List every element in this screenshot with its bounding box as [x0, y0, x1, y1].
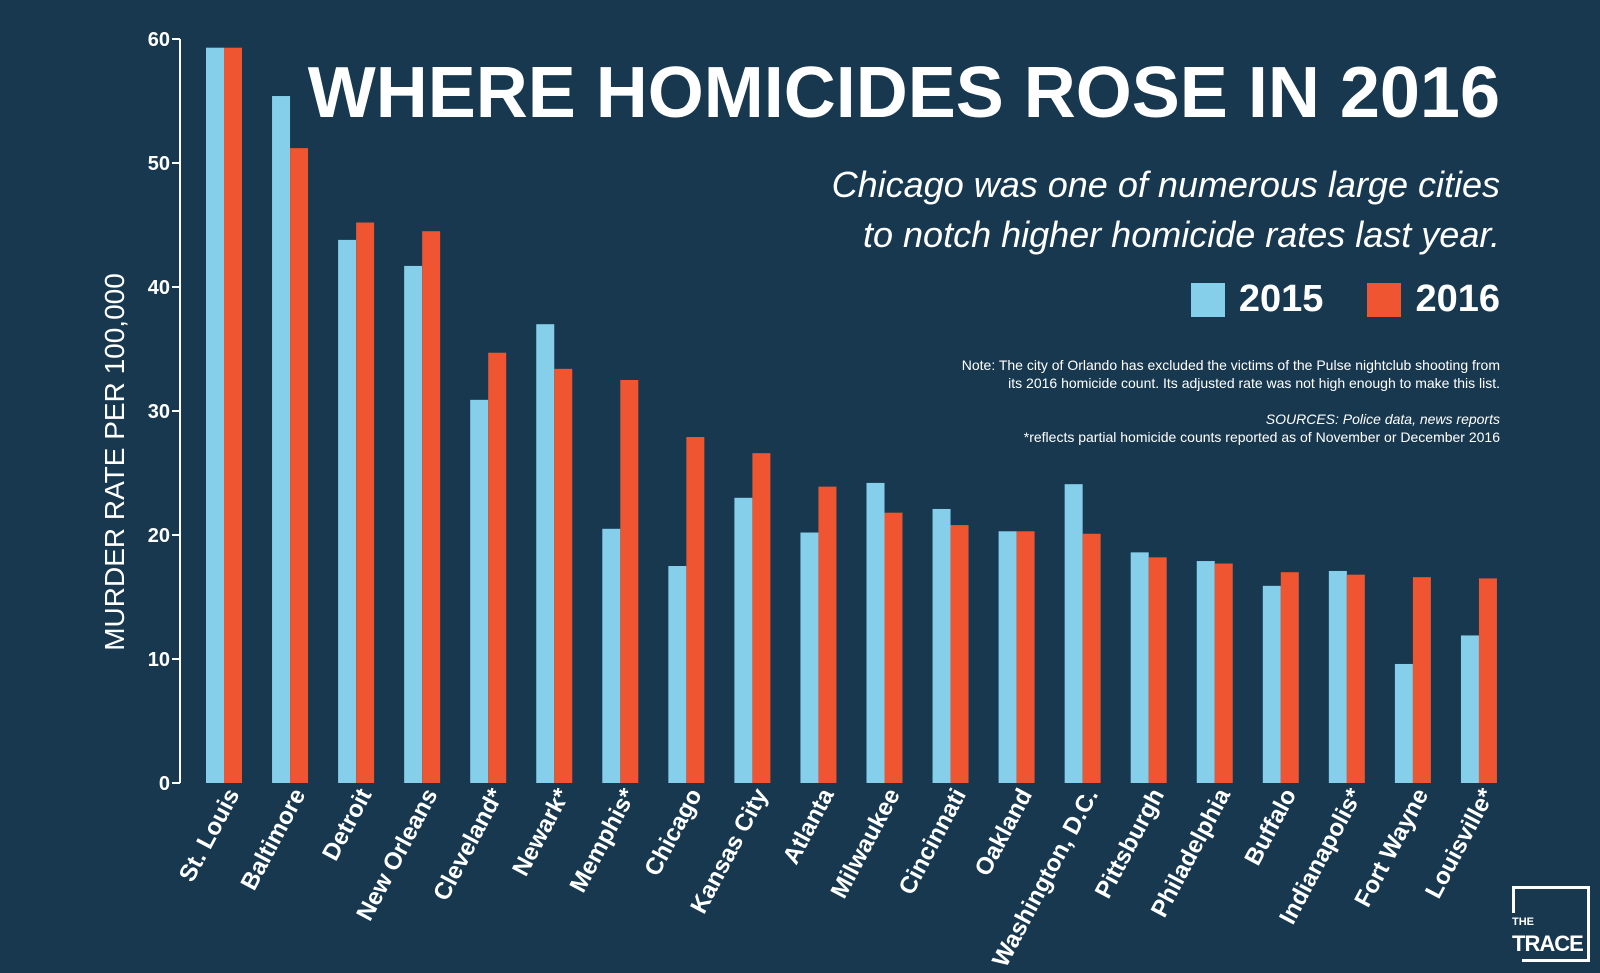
note-line: Note: The city of Orlando has excluded t…: [961, 357, 1500, 373]
bar-2016: [422, 231, 441, 783]
logo-text-trace: TRACE: [1512, 931, 1585, 957]
bar-2016: [686, 437, 705, 783]
bar-2015: [800, 532, 819, 783]
bar-2015: [404, 265, 423, 783]
chart-subtitle: Chicago was one of numerous large cities…: [832, 160, 1500, 260]
sources-block: SOURCES: Police data, news reports *refl…: [1024, 410, 1500, 446]
bar-2016: [884, 512, 903, 783]
bar-2016: [224, 47, 242, 784]
y-tick-label: 60: [148, 29, 170, 51]
bar-2015: [1196, 561, 1215, 783]
bar-2016: [1016, 531, 1035, 783]
legend-swatch-2015: [1190, 282, 1225, 317]
footnote-text: *reflects partial homicide counts report…: [1023, 429, 1500, 445]
sources-text: SOURCES: Police data, news reports: [1265, 411, 1500, 427]
bar-2015: [1394, 663, 1413, 783]
bar-2015: [470, 399, 489, 783]
bar-2015: [866, 482, 885, 783]
bar-2015: [272, 96, 291, 784]
bar-2016: [356, 222, 375, 783]
bar-2016: [1478, 578, 1497, 783]
bar-2016: [1346, 574, 1365, 783]
legend-item-2015: 2015: [1190, 278, 1324, 321]
logo-text-the: THE: [1512, 915, 1536, 928]
x-tick-label: St. Louis: [174, 784, 245, 886]
bar-2015: [602, 528, 621, 783]
chart-title: WHERE HOMICIDES ROSE IN 2016: [307, 53, 1500, 133]
y-tick-label: 30: [148, 401, 170, 423]
bar-2016: [1214, 563, 1233, 783]
legend-item-2016: 2016: [1367, 278, 1500, 321]
x-tick-label: Oakland: [970, 784, 1038, 880]
x-tick-label: Memphis*: [565, 784, 642, 897]
y-tick-label: 10: [148, 649, 170, 671]
legend-swatch-2016: [1367, 282, 1402, 317]
x-tick-label: Newark*: [507, 784, 576, 881]
note: Note: The city of Orlando has excluded t…: [962, 356, 1500, 392]
bar-2015: [1460, 635, 1479, 783]
y-axis-label: MURDER RATE PER 100,000: [99, 273, 130, 651]
bar-2015: [932, 508, 951, 783]
y-tick-label: 50: [148, 153, 170, 175]
subtitle-line: Chicago was one of numerous large cities: [831, 164, 1500, 205]
y-tick-label: 0: [159, 773, 170, 795]
bar-2016: [818, 486, 837, 783]
the-trace-logo: THE TRACE: [1512, 886, 1590, 969]
bar-2015: [1262, 585, 1281, 783]
subtitle-line: to notch higher homicide rates last year…: [863, 214, 1500, 255]
x-tick-label: Chicago: [639, 784, 707, 880]
y-tick-label: 40: [148, 277, 170, 299]
x-tick-label: Detroit: [317, 784, 377, 865]
bar-2016: [1280, 572, 1299, 783]
bar-2016: [488, 352, 507, 783]
bar-2015: [1064, 484, 1083, 783]
bar-2016: [620, 380, 639, 783]
bar-2016: [290, 148, 309, 783]
bar-2015: [1328, 570, 1347, 783]
x-tick-label: Buffalo: [1239, 784, 1302, 870]
bar-2015: [536, 324, 555, 783]
legend: 2015 2016: [1165, 278, 1500, 321]
bar-2015: [734, 497, 753, 783]
bar-2016: [1148, 557, 1167, 783]
bar-2016: [1082, 533, 1101, 783]
bar-2016: [554, 368, 573, 783]
bar-2015: [338, 239, 357, 783]
legend-label-2015: 2015: [1238, 278, 1324, 320]
bar-2016: [950, 525, 969, 783]
bar-2015: [206, 47, 224, 784]
legend-label-2016: 2016: [1415, 278, 1500, 320]
x-tick-label: Louisville*: [1420, 784, 1501, 903]
bar-2016: [752, 453, 771, 783]
bar-2015: [998, 531, 1017, 783]
x-tick-label: Atlanta: [778, 784, 840, 869]
note-line: its 2016 homicide count. Its adjusted ra…: [1008, 375, 1500, 391]
x-tick-label: Cincinnati: [894, 784, 972, 899]
bar-2015: [1130, 552, 1149, 783]
bar-2015: [668, 566, 687, 783]
x-tick-label: Baltimore: [236, 784, 312, 894]
bar-2016: [1412, 577, 1431, 783]
y-tick-label: 20: [148, 525, 170, 547]
